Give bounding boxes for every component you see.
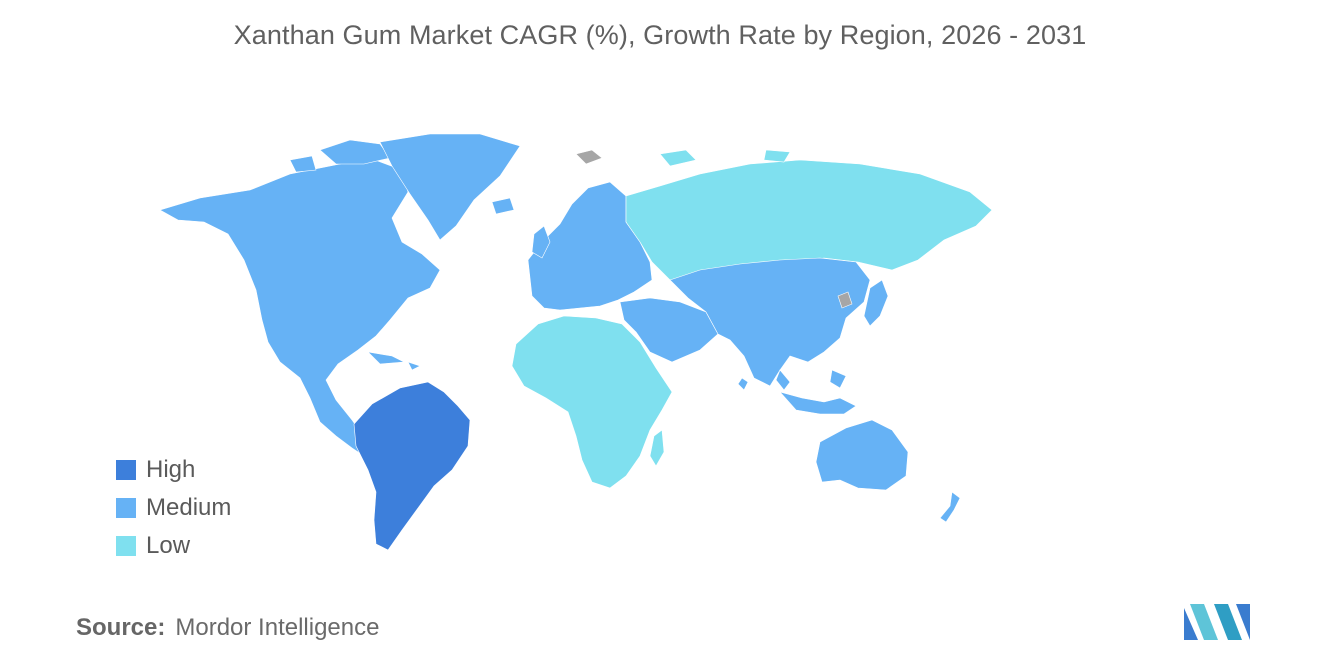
region-africa	[511, 315, 673, 489]
region-sri-lanka	[737, 377, 749, 391]
legend-item-medium: Medium	[116, 489, 231, 527]
region-russia-islands	[659, 149, 791, 167]
region-japan	[863, 279, 889, 327]
region-asia-pacific	[669, 257, 871, 387]
region-south-america	[353, 381, 471, 551]
mordor-intelligence-logo-icon	[1184, 604, 1250, 640]
region-north-korea	[837, 291, 853, 309]
region-russia	[625, 159, 993, 289]
region-greenland	[379, 133, 521, 241]
legend-swatch-low	[116, 536, 136, 556]
legend-label-low: Low	[146, 532, 191, 559]
legend-swatch-medium	[116, 498, 136, 518]
legend: High Medium Low	[116, 451, 231, 565]
legend-item-low: Low	[116, 527, 231, 565]
region-europe	[527, 181, 653, 311]
region-australia	[815, 419, 909, 491]
source-value: Mordor Intelligence	[175, 614, 380, 641]
region-caribbean	[367, 351, 421, 371]
legend-swatch-high	[116, 460, 136, 480]
region-uk	[491, 197, 551, 259]
source-note: Source: Mordor Intelligence	[76, 614, 379, 642]
source-label: Source:	[76, 614, 166, 641]
legend-label-high: High	[146, 456, 196, 483]
world-map	[159, 133, 993, 551]
legend-item-high: High	[116, 451, 231, 489]
region-madagascar	[649, 429, 665, 467]
chart-title: Xanthan Gum Market CAGR (%), Growth Rate…	[233, 20, 1087, 50]
region-southeast-asia	[775, 369, 857, 415]
region-svalbard	[575, 149, 603, 165]
region-middle-east	[619, 297, 719, 363]
region-new-zealand	[939, 491, 961, 523]
legend-label-medium: Medium	[146, 494, 232, 521]
